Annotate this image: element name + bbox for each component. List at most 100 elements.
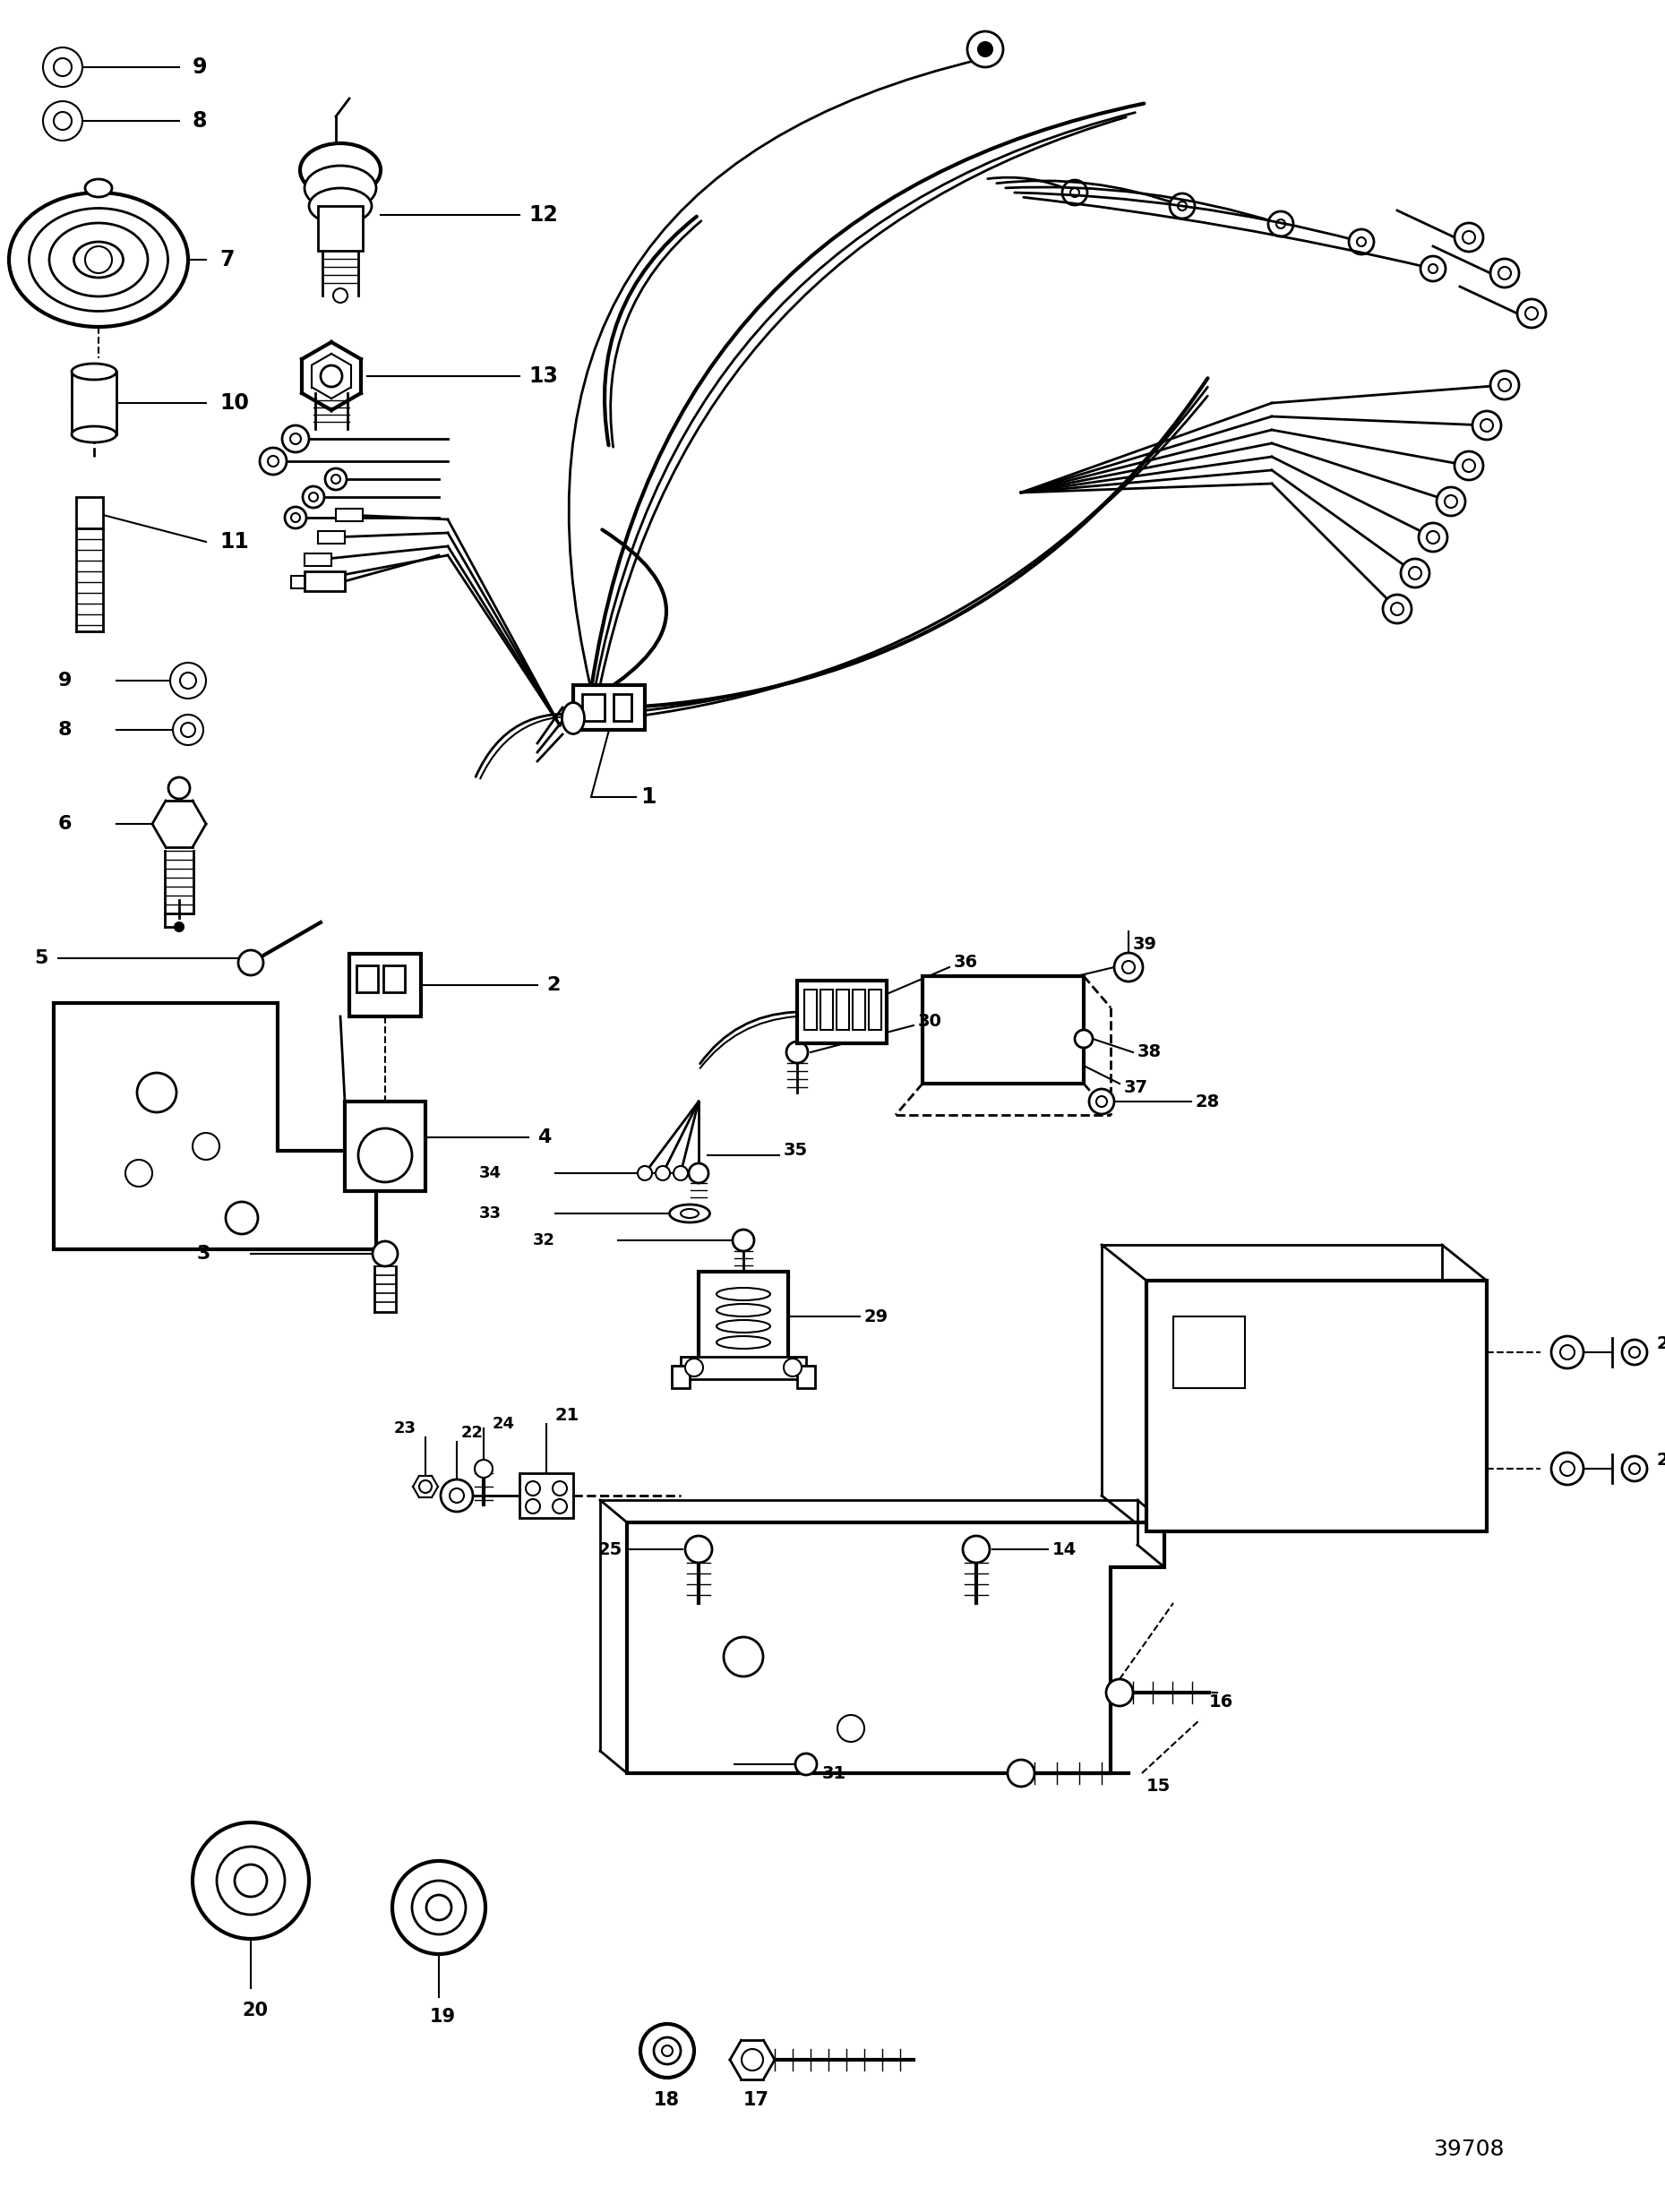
Ellipse shape <box>28 208 168 312</box>
Text: 36: 36 <box>954 953 977 971</box>
Ellipse shape <box>85 179 112 197</box>
Circle shape <box>1076 1031 1092 1048</box>
Circle shape <box>170 664 206 699</box>
Circle shape <box>1490 372 1518 400</box>
Circle shape <box>168 776 190 799</box>
Circle shape <box>656 1166 669 1181</box>
Circle shape <box>310 493 318 502</box>
Circle shape <box>331 476 340 484</box>
Circle shape <box>553 1482 568 1495</box>
Circle shape <box>1007 1761 1034 1787</box>
Circle shape <box>1071 188 1079 197</box>
Text: 14: 14 <box>1052 1542 1077 1557</box>
Circle shape <box>689 1164 708 1183</box>
Circle shape <box>733 1230 754 1252</box>
Circle shape <box>1560 1462 1575 1475</box>
Bar <box>836 989 849 1031</box>
Circle shape <box>358 1128 411 1181</box>
Ellipse shape <box>681 1210 699 1219</box>
Bar <box>671 1365 689 1389</box>
Text: 9: 9 <box>58 672 72 690</box>
Text: 17: 17 <box>743 2090 769 2108</box>
Circle shape <box>1419 522 1447 551</box>
Circle shape <box>1455 223 1484 252</box>
Circle shape <box>1525 307 1538 321</box>
Circle shape <box>260 447 286 476</box>
Circle shape <box>285 507 306 529</box>
Circle shape <box>450 1489 465 1502</box>
Bar <box>345 1102 426 1190</box>
Ellipse shape <box>310 188 371 223</box>
Ellipse shape <box>72 427 117 442</box>
Bar <box>1147 1281 1487 1531</box>
Circle shape <box>1462 460 1475 471</box>
Circle shape <box>268 456 278 467</box>
Bar <box>1174 1316 1245 1389</box>
Circle shape <box>1552 1336 1583 1369</box>
Circle shape <box>85 246 112 272</box>
Circle shape <box>475 1460 493 1478</box>
Circle shape <box>321 365 341 387</box>
Circle shape <box>674 1166 688 1181</box>
Circle shape <box>175 922 183 931</box>
Text: 23: 23 <box>395 1420 416 1436</box>
Text: 26: 26 <box>1657 1451 1665 1469</box>
Circle shape <box>1427 531 1439 544</box>
Ellipse shape <box>305 166 376 210</box>
Circle shape <box>1429 263 1437 272</box>
Circle shape <box>1349 230 1374 254</box>
Circle shape <box>1437 487 1465 515</box>
Text: 2: 2 <box>546 975 559 993</box>
Circle shape <box>641 2024 694 2077</box>
Circle shape <box>724 1637 763 1677</box>
Text: 34: 34 <box>480 1166 501 1181</box>
Bar <box>583 695 604 721</box>
Bar <box>798 1365 816 1389</box>
Circle shape <box>235 1865 266 1896</box>
Bar <box>573 686 644 730</box>
Circle shape <box>181 723 195 737</box>
Circle shape <box>1455 451 1484 480</box>
Circle shape <box>53 113 72 131</box>
Circle shape <box>1122 960 1136 973</box>
Text: 28: 28 <box>1195 1093 1220 1110</box>
Circle shape <box>1472 411 1502 440</box>
Ellipse shape <box>669 1206 709 1223</box>
Text: 20: 20 <box>241 2002 268 2020</box>
Bar <box>350 953 421 1018</box>
Text: 8: 8 <box>58 721 72 739</box>
Circle shape <box>137 1073 176 1113</box>
Ellipse shape <box>300 144 381 197</box>
Circle shape <box>173 714 203 745</box>
Circle shape <box>125 1159 152 1186</box>
Text: 32: 32 <box>533 1232 556 1248</box>
Circle shape <box>1062 179 1087 206</box>
Text: 37: 37 <box>1124 1079 1149 1097</box>
Circle shape <box>193 1823 310 1940</box>
Circle shape <box>1420 257 1445 281</box>
Circle shape <box>325 469 346 489</box>
Circle shape <box>741 2048 763 2070</box>
Ellipse shape <box>716 1287 771 1301</box>
Text: 25: 25 <box>598 1542 623 1557</box>
Bar <box>922 975 1084 1084</box>
Circle shape <box>1390 602 1404 615</box>
Bar <box>318 206 363 250</box>
Text: 15: 15 <box>1147 1778 1170 1796</box>
Circle shape <box>281 425 310 451</box>
Circle shape <box>784 1358 801 1376</box>
Text: 5: 5 <box>33 949 48 967</box>
Circle shape <box>1462 230 1475 243</box>
Circle shape <box>638 1166 653 1181</box>
Circle shape <box>526 1482 539 1495</box>
Circle shape <box>393 1860 486 1953</box>
Text: 38: 38 <box>1137 1044 1162 1062</box>
Text: 12: 12 <box>528 204 558 226</box>
Bar <box>305 571 345 591</box>
Circle shape <box>1445 495 1457 509</box>
Text: 4: 4 <box>538 1128 551 1146</box>
Circle shape <box>1628 1464 1640 1473</box>
Circle shape <box>1409 566 1422 580</box>
Circle shape <box>1384 595 1412 624</box>
Circle shape <box>691 1166 706 1181</box>
